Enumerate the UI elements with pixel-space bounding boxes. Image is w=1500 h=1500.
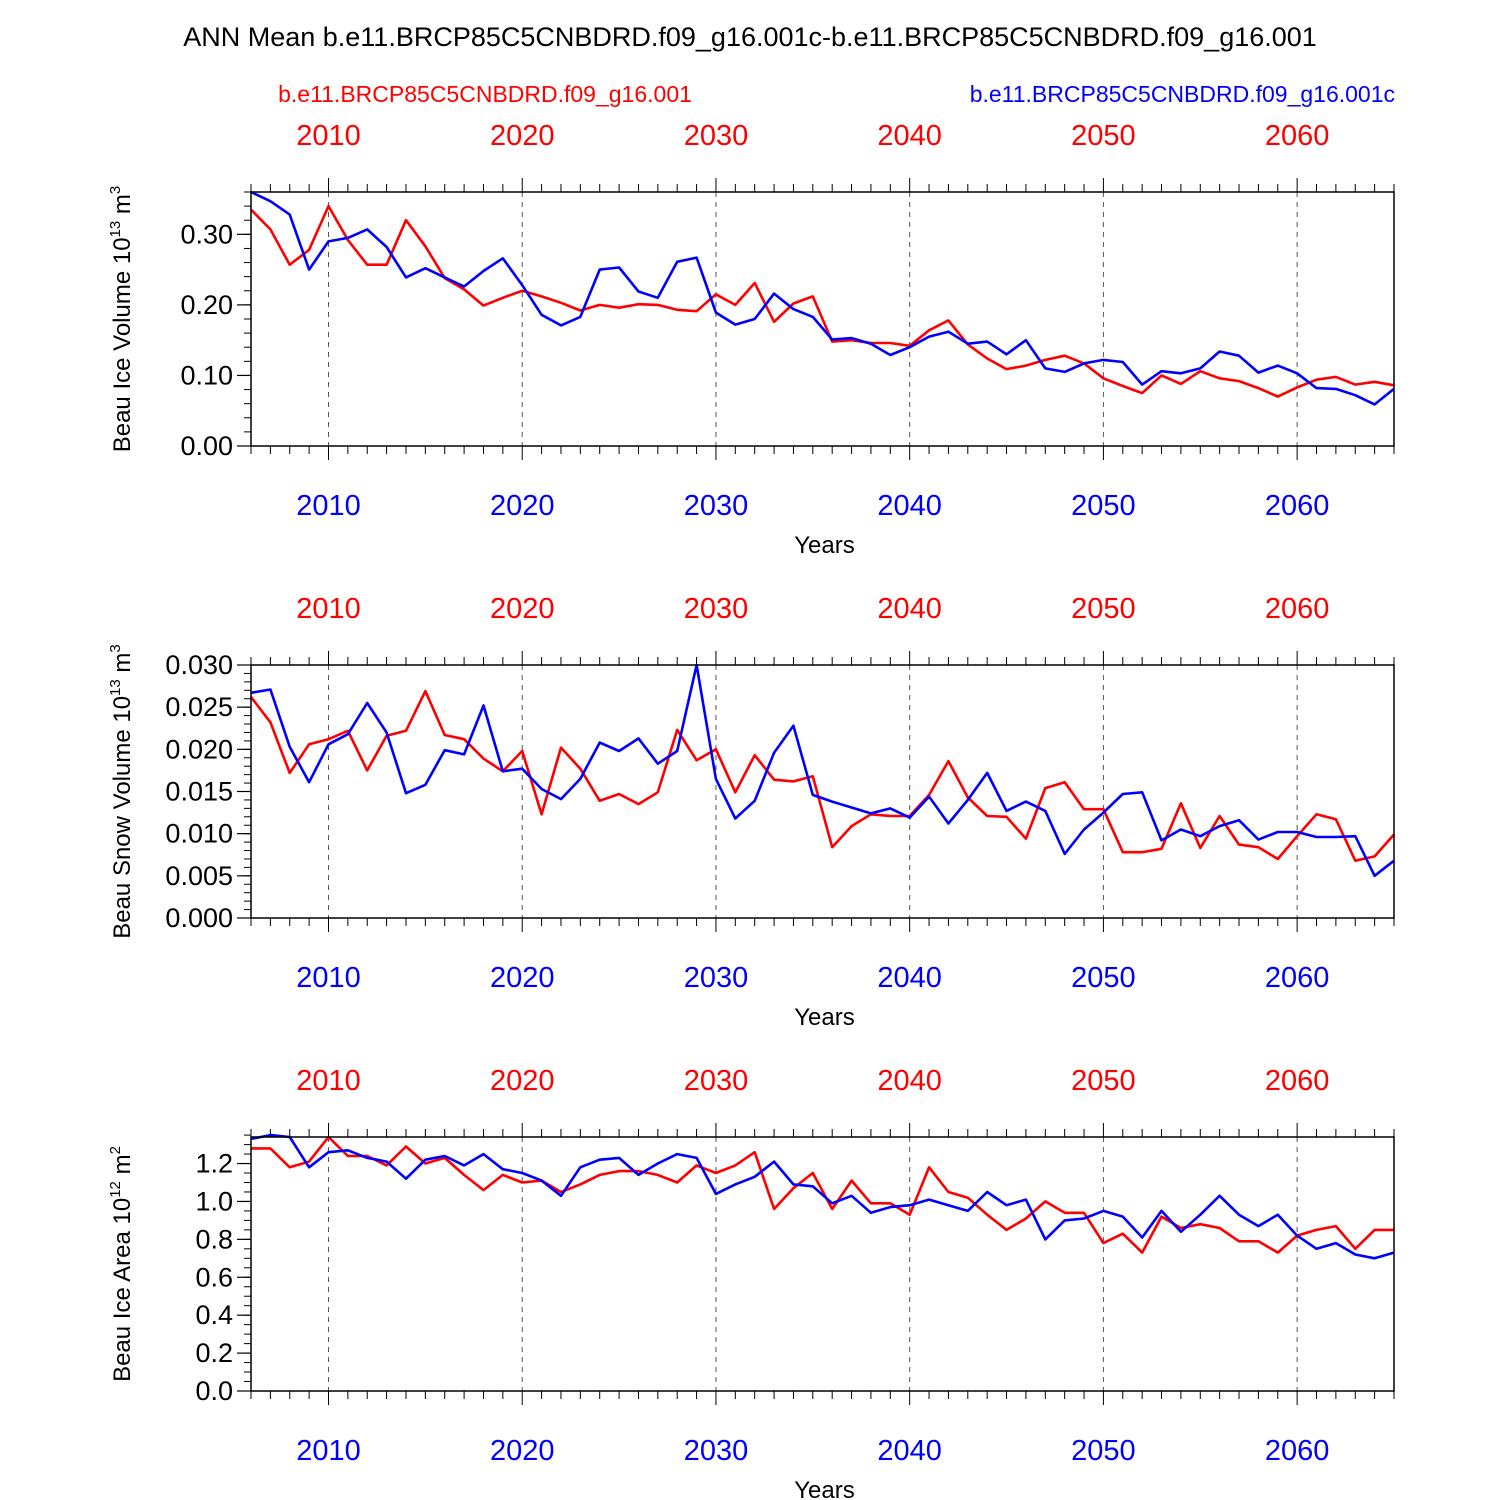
y-tick-label: 0.025 [165,692,233,722]
x-tick-label-bottom: 2030 [684,962,749,994]
x-tick-label-top: 2040 [877,593,942,625]
y-axis-label-part: 3 [107,186,124,194]
series-line-red [249,689,1395,863]
y-tick-label: 0.010 [165,819,233,849]
y-tick-label: 0.20 [180,290,233,320]
x-tick-label-top: 2050 [1071,593,1136,625]
panels: 0.00 0.10 0.20 0.30 2010 2010 2020 2020 2030 2030… [107,120,1395,1500]
legend-left-run: b.e11.BRCP85C5CNBDRD.f09_g16.001 [278,81,692,107]
series-line-red [250,204,1395,398]
x-tick-label-top: 2010 [296,593,361,625]
x-axis-label: Years [794,532,855,559]
y-axis-label: Beau Snow Volume 1013 m3 [107,644,136,939]
x-tick-label-top: 2040 [877,120,942,152]
x-tick-label-bottom: 2020 [490,490,555,522]
y-tick-label: 0.00 [180,431,233,461]
panel-2: 0.000 0.005 0.010 0.015 0.020 0.025 0.030 2010 2… [107,593,1395,1031]
x-tick-label-bottom: 2010 [296,962,361,994]
x-tick-label-bottom: 2060 [1265,490,1330,522]
y-axis-label-part: 3 [107,644,124,652]
y-tick-label: 0.015 [165,777,233,807]
x-tick-label-bottom: 2050 [1071,962,1136,994]
x-tick-label-bottom: 2060 [1265,1435,1330,1467]
x-tick-label-bottom: 2020 [490,1435,555,1467]
x-tick-label-bottom: 2040 [877,1435,942,1467]
x-tick-label-bottom: 2060 [1265,962,1330,994]
x-tick-label-top: 2060 [1265,1065,1330,1097]
y-tick-label: 0.0 [195,1376,233,1406]
x-axis-label: Years [794,1004,855,1031]
legend-right-run: b.e11.BRCP85C5CNBDRD.f09_g16.001c [970,81,1395,107]
y-tick-label: 0.30 [180,219,233,249]
y-axis-label-part: 12 [107,1181,124,1198]
x-tick-label-top: 2020 [490,593,555,625]
y-axis-label-part: Beau Ice Area 10 [109,1198,136,1382]
y-tick-label: 1.0 [195,1186,233,1216]
x-tick-label-top: 2030 [684,1065,749,1097]
y-tick-label: 1.2 [195,1149,233,1179]
y-tick-label: 0.4 [195,1300,233,1330]
y-tick-label: 0.005 [165,861,233,891]
y-axis-label-part: m [109,653,136,680]
x-tick-label-top: 2010 [296,1065,361,1097]
series-line-red [251,1135,1394,1254]
x-tick-label-top: 2010 [296,120,361,152]
y-tick-label: 0.000 [165,903,233,933]
x-tick-label-bottom: 2030 [684,1435,749,1467]
series-line-blue [250,190,1395,406]
y-axis-label-part: 13 [107,221,124,238]
x-tick-label-bottom: 2050 [1071,1435,1136,1467]
x-tick-label-top: 2030 [684,120,749,152]
y-axis-label-part: 2 [107,1146,124,1154]
x-tick-label-top: 2040 [877,1065,942,1097]
y-tick-label: 0.10 [180,360,233,390]
x-tick-label-top: 2050 [1071,1065,1136,1097]
y-axis-label-part: Beau Snow Volume 10 [109,696,136,939]
panel-3: 0.0 0.2 0.4 0.6 0.8 1.0 1.2 2010 2010 2020 2020 203… [107,1065,1395,1500]
plot-frame [250,664,1395,919]
y-axis-label: Beau Ice Volume 1013 m3 [107,186,136,453]
y-tick-label: 0.030 [165,650,233,680]
x-tick-label-top: 2060 [1265,120,1330,152]
figure-title: ANN Mean b.e11.BRCP85C5CNBDRD.f09_g16.00… [183,22,1317,52]
series-line-blue [250,663,1395,878]
y-axis-label: Beau Ice Area 1012 m2 [107,1146,136,1382]
x-tick-label-top: 2050 [1071,120,1136,152]
plot-frame [250,1136,1395,1392]
panel-1: 0.00 0.10 0.20 0.30 2010 2010 2020 2020 2030 2030… [107,120,1395,559]
series-line-blue [250,1133,1395,1260]
x-tick-label-bottom: 2010 [296,1435,361,1467]
plot-frame [250,191,1395,447]
x-tick-label-top: 2030 [684,593,749,625]
x-tick-label-top: 2020 [490,1065,555,1097]
y-axis-label-part: m [109,1154,136,1181]
y-tick-label: 0.8 [195,1224,233,1254]
y-tick-label: 0.6 [195,1262,233,1292]
y-tick-label: 0.2 [195,1338,233,1368]
x-tick-label-bottom: 2040 [877,490,942,522]
x-tick-label-top: 2020 [490,120,555,152]
y-axis-label-part: 13 [107,679,124,696]
x-tick-label-bottom: 2020 [490,962,555,994]
y-axis-label-part: Beau Ice Volume 10 [109,237,136,452]
y-tick-label: 0.020 [165,734,233,764]
y-axis-label-part: m [109,194,136,221]
x-tick-label-bottom: 2010 [296,490,361,522]
x-tick-label-bottom: 2040 [877,962,942,994]
x-axis-label: Years [794,1477,855,1500]
x-tick-label-bottom: 2030 [684,490,749,522]
x-tick-label-bottom: 2050 [1071,490,1136,522]
x-tick-label-top: 2060 [1265,593,1330,625]
